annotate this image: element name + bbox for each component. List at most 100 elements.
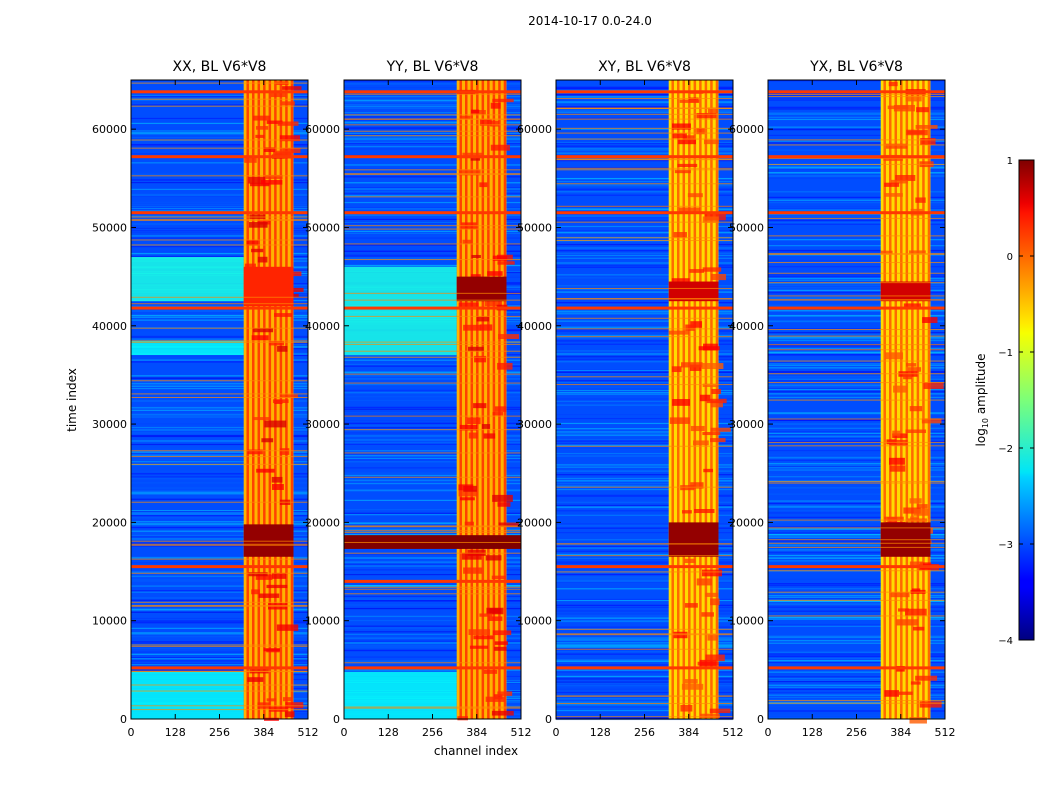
flagged-row <box>344 306 521 310</box>
heatmap-row-texture <box>768 115 945 117</box>
heatmap-row-texture <box>344 408 521 410</box>
flagged-row <box>131 211 308 215</box>
heatmap-band-blob <box>484 300 503 307</box>
flagged-row-line <box>131 463 308 465</box>
heatmap-bright-region <box>668 281 719 302</box>
heatmap-row-texture <box>768 655 945 658</box>
heatmap-row-texture <box>131 330 308 332</box>
heatmap-band-blob <box>909 498 922 504</box>
flagged-row-line <box>556 240 733 242</box>
heatmap-row-texture <box>131 493 308 495</box>
heatmap-row-texture <box>344 112 521 114</box>
heatmap-row-texture <box>556 580 733 582</box>
flagged-row-line <box>344 530 521 532</box>
flagged-row-line <box>768 335 945 337</box>
heatmap-band-blob <box>905 96 922 102</box>
heatmap-row-texture <box>131 252 308 255</box>
heatmap-row-texture <box>344 424 521 427</box>
heatmap-row-texture <box>131 448 308 450</box>
heatmap-row-texture <box>131 524 308 526</box>
heatmap-row-texture <box>556 390 733 392</box>
heatmap-band-blob <box>685 324 695 331</box>
x-tick-label: 0 <box>341 726 348 739</box>
heatmap-row-texture <box>344 647 521 649</box>
colorbar-tick-label: 0 <box>1007 252 1013 263</box>
heatmap-row-texture <box>768 315 945 317</box>
heatmap-elevated-region <box>344 266 457 356</box>
heatmap-row-texture <box>344 563 521 565</box>
y-tick-label: 20000 <box>92 516 127 529</box>
y-tick-label: 20000 <box>305 516 340 529</box>
heatmap-band-blob <box>491 710 514 716</box>
heatmap-row-texture <box>556 417 733 420</box>
heatmap-band-blob <box>261 180 283 185</box>
heatmap-row-texture <box>768 493 945 495</box>
heatmap-band-blob <box>458 484 474 491</box>
heatmap-band-blob <box>271 476 283 483</box>
heatmap-row-texture <box>556 620 733 623</box>
heatmap-row-texture <box>768 361 945 364</box>
heatmap-band-blob <box>891 179 908 184</box>
flagged-row-line <box>768 542 945 544</box>
heatmap-band-blob <box>701 363 724 370</box>
heatmap-row-texture <box>556 369 733 371</box>
heatmap-row-texture <box>131 608 308 610</box>
flagged-row <box>131 90 308 94</box>
heatmap-row-texture <box>556 147 733 150</box>
heatmap-row-texture <box>556 189 733 192</box>
heatmap-band-blob <box>916 107 929 113</box>
heatmap-row-texture <box>556 153 733 155</box>
flagged-row-line <box>344 541 521 543</box>
heatmap-band-blob <box>678 139 696 145</box>
heatmap-band-blob <box>463 324 482 331</box>
heatmap-row-texture <box>344 479 521 481</box>
heatmap-row-texture <box>131 474 308 476</box>
heatmap-row-texture <box>768 298 945 300</box>
flagged-row-line <box>556 138 733 140</box>
heatmap-row-texture <box>768 516 945 518</box>
heatmap-row-texture <box>131 375 308 377</box>
heatmap-band-blob <box>277 121 299 126</box>
heatmap-row-texture <box>556 356 733 358</box>
heatmap-band-blob <box>696 578 712 586</box>
heatmap-row-texture <box>131 188 308 190</box>
heatmap-band-blob <box>702 431 721 436</box>
heatmap-row-texture <box>344 121 521 123</box>
heatmap-band-blob <box>683 135 695 141</box>
heatmap-row-texture <box>344 396 521 398</box>
flagged-row-line <box>344 299 521 301</box>
heatmap-row-texture <box>768 351 945 353</box>
colorbar-tick-label: −2 <box>998 444 1013 455</box>
flagged-row <box>768 666 945 670</box>
heatmap-band-blob <box>671 366 682 373</box>
heatmap-row-texture <box>344 372 521 374</box>
heatmap-row-texture <box>768 415 945 417</box>
heatmap-band-blob <box>702 216 719 223</box>
heatmap-row-texture <box>131 470 308 472</box>
heatmap-row-texture <box>556 111 733 113</box>
x-tick-label: 512 <box>935 726 956 739</box>
heatmap-row-texture <box>768 94 945 97</box>
heatmap-row-texture <box>556 547 733 549</box>
heatmap-band-blob <box>892 430 901 436</box>
heatmap-row-texture <box>768 657 945 659</box>
heatmap-elevated-region <box>344 671 457 719</box>
heatmap-row-texture <box>768 167 945 169</box>
heatmap-row-texture <box>556 455 733 457</box>
heatmap-band-blob <box>922 317 938 323</box>
heatmap-row-texture <box>344 399 521 401</box>
heatmap-row-texture <box>768 310 945 312</box>
heatmap-row-texture <box>344 561 521 563</box>
heatmap-row-texture <box>131 545 308 547</box>
heatmap-band-blob <box>282 86 302 90</box>
heatmap-row-texture <box>556 685 733 687</box>
heatmap-band-column <box>290 80 294 719</box>
heatmap-row-texture <box>131 611 308 613</box>
heatmap-band-blob <box>710 400 723 408</box>
heatmap-row-texture <box>344 114 521 117</box>
y-tick-label: 20000 <box>729 516 764 529</box>
heatmap-band-blob <box>247 449 263 455</box>
heatmap-row-texture <box>556 480 733 482</box>
heatmap-row-texture <box>131 647 308 650</box>
flagged-row <box>768 211 945 215</box>
